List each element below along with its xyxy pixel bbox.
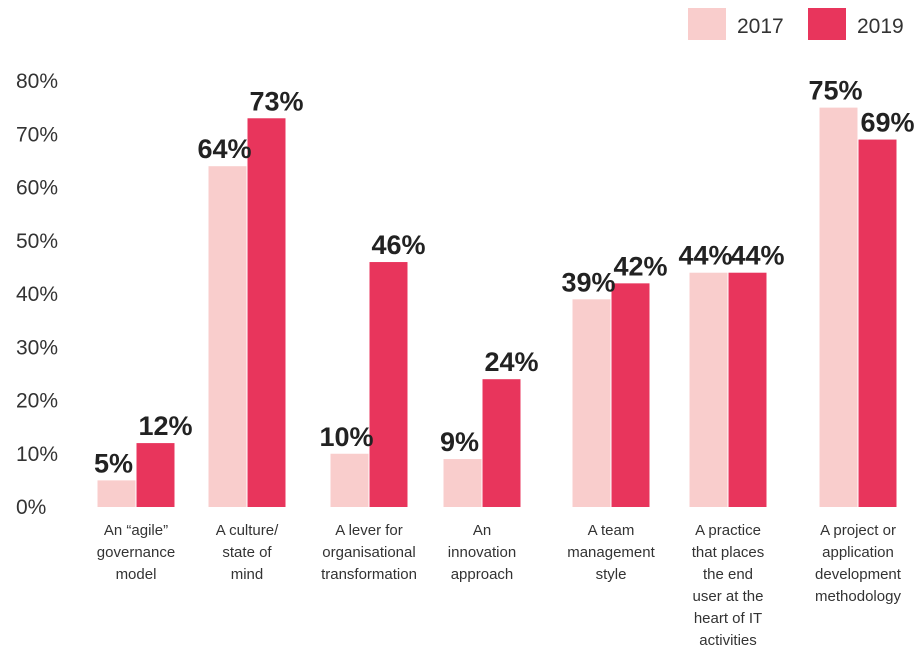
bar-2017 — [330, 453, 369, 507]
legend-label-2017: 2017 — [737, 15, 784, 38]
bar-2019 — [247, 118, 286, 508]
y-tick-label: 30% — [16, 336, 58, 359]
category-label: A project or application development method… — [815, 522, 902, 605]
value-label-2019: 46% — [371, 230, 425, 260]
value-label-2017: 5% — [94, 448, 133, 478]
bar-2017 — [689, 272, 728, 507]
y-tick-label: 20% — [16, 390, 58, 413]
category-label: An innovation approach — [448, 522, 516, 583]
value-label-2019: 24% — [484, 347, 538, 377]
category-label: A practice that places the end user at the h… — [692, 522, 765, 649]
value-label-2017: 39% — [561, 267, 615, 297]
y-tick-label: 40% — [16, 283, 58, 306]
value-label-2017: 10% — [319, 422, 373, 452]
bar-2017 — [208, 166, 247, 507]
value-label-2017: 64% — [197, 134, 251, 164]
bar-2017 — [819, 107, 858, 507]
value-label-2019: 42% — [613, 251, 667, 281]
x-axis: An “agile” governance model A culture/state… — [97, 522, 902, 649]
bar-2019 — [611, 283, 650, 507]
category-label: A culture/state of mind — [216, 522, 279, 583]
bar-2017 — [97, 480, 136, 507]
value-label-2019: 69% — [860, 108, 914, 138]
category-label: An “agile” governance model — [97, 522, 175, 583]
bar-2019 — [369, 262, 408, 507]
legend-label-2019: 2019 — [857, 15, 904, 38]
value-label-2017: 75% — [808, 76, 862, 106]
y-tick-label: 70% — [16, 123, 58, 146]
bars — [97, 107, 897, 508]
value-label-2017: 44% — [678, 241, 732, 271]
bar-2019 — [482, 379, 521, 507]
category-label: A lever for organisational transformation — [321, 522, 417, 583]
bar-2019 — [136, 443, 175, 507]
legend-swatch-2019 — [808, 8, 846, 40]
y-tick-label: 0% — [16, 496, 46, 519]
bar-2019 — [858, 139, 897, 507]
value-label-2019: 73% — [249, 86, 303, 116]
category-label: A team management style — [567, 522, 655, 583]
y-tick-label: 50% — [16, 230, 58, 253]
y-axis: 0% 10% 20% 30% 40% 50% 60% 70% 80% — [16, 70, 58, 519]
y-tick-label: 80% — [16, 70, 58, 93]
value-label-2019: 12% — [138, 411, 192, 441]
y-tick-label: 60% — [16, 177, 58, 200]
legend: 2017 2019 — [688, 8, 904, 40]
value-label-2019: 44% — [730, 241, 784, 271]
value-labels: 5%12% 64% 73% 10% 46% 9% 24% 39%42% 44%44% 75%69% — [94, 76, 915, 479]
bar-2017 — [572, 299, 611, 507]
value-label-2017: 9% — [440, 427, 479, 457]
bar-2019 — [728, 272, 767, 507]
legend-swatch-2017 — [688, 8, 726, 40]
y-tick-label: 10% — [16, 443, 58, 466]
bar-2017 — [443, 459, 482, 507]
